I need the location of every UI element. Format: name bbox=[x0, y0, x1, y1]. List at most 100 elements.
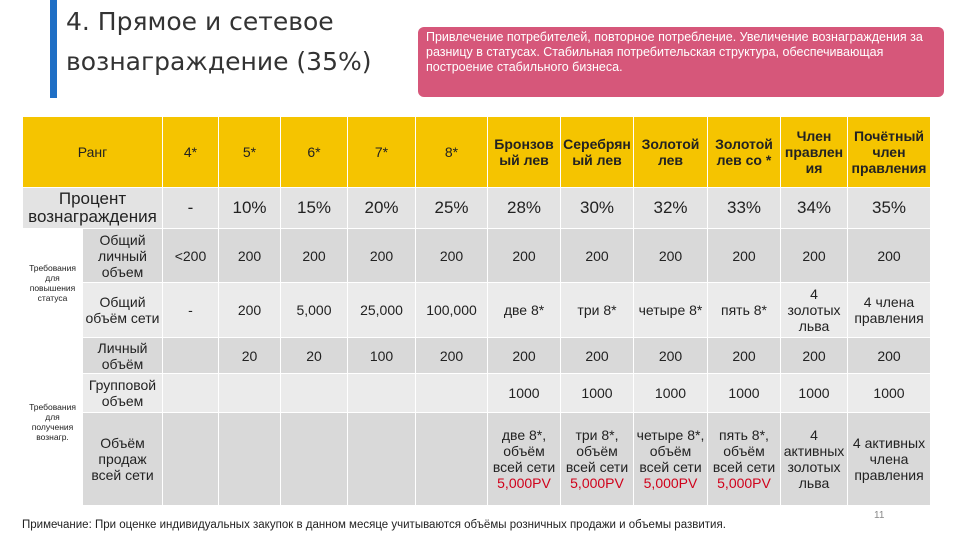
cell: 1000 bbox=[780, 373, 848, 413]
cell: 200 bbox=[560, 228, 634, 283]
header-cell: 7* bbox=[347, 116, 416, 188]
cell: три 8*, объём всей сети 5,000PV bbox=[560, 412, 634, 506]
percent-cell: 15% bbox=[280, 187, 348, 229]
cell-pv: 5,000PV bbox=[717, 475, 771, 491]
row-label: Общий личный объем bbox=[82, 228, 163, 283]
table-row: Требования для повышения статуса Общий ли… bbox=[22, 228, 931, 338]
cell: 4 активных золотых льва bbox=[780, 412, 848, 506]
cell: 200 bbox=[487, 337, 561, 374]
header-cell: 8* bbox=[415, 116, 488, 188]
empty-cell bbox=[218, 412, 281, 506]
empty-cell bbox=[162, 337, 219, 374]
cell: 200 bbox=[780, 337, 848, 374]
row-label: Объём продаж всей сети bbox=[82, 412, 163, 506]
header-cell: 4* bbox=[162, 116, 219, 188]
row-label: Общий объём сети bbox=[82, 282, 163, 338]
empty-cell bbox=[415, 412, 488, 506]
table-row: Групповой объем 1000 1000 1000 1000 1000 1000 bbox=[23, 373, 931, 413]
empty-cell bbox=[162, 412, 219, 506]
cell: <200 bbox=[162, 228, 219, 283]
cell: 1000 bbox=[633, 373, 708, 413]
cell: 200 bbox=[280, 228, 348, 283]
callout: Привлечение потребителей, повторное потр… bbox=[418, 27, 944, 97]
cell: 20 bbox=[280, 337, 348, 374]
header-cell: 5* bbox=[218, 116, 281, 188]
percent-cell: 10% bbox=[218, 187, 281, 229]
cell: 200 bbox=[633, 228, 708, 283]
header-cell: 6* bbox=[280, 116, 348, 188]
cell: 200 bbox=[707, 228, 781, 283]
cell: 100,000 bbox=[415, 282, 488, 338]
cell: 200 bbox=[415, 228, 488, 283]
page-number: 11 bbox=[874, 510, 885, 521]
cell: 200 bbox=[487, 228, 561, 283]
cell: пять 8* bbox=[707, 282, 781, 338]
cell: 1000 bbox=[847, 373, 931, 413]
empty-cell bbox=[280, 373, 348, 413]
cell-pv: 5,000PV bbox=[497, 475, 551, 491]
cell: три 8* bbox=[560, 282, 634, 338]
group-label: Требования для получения вознагр. bbox=[22, 337, 83, 506]
cell-pv: 5,000PV bbox=[570, 475, 624, 491]
cell: 200 bbox=[347, 228, 416, 283]
table-row: Процент вознаграждения -10% 15% 20% 25% 28% 30… bbox=[22, 187, 931, 229]
table-row: Общий объём сети -200 5,000 25,000 100,000 дв… bbox=[23, 282, 931, 338]
empty-cell bbox=[218, 373, 281, 413]
cell: 1000 bbox=[560, 373, 634, 413]
table-row: Объём продаж всей сети две 8*, объём всей… bbox=[23, 412, 931, 506]
percent-cell: - bbox=[162, 187, 219, 229]
cell: 20 bbox=[218, 337, 281, 374]
cell: 5,000 bbox=[280, 282, 348, 338]
header-cell: Золотой лев bbox=[633, 116, 708, 188]
cell: 100 bbox=[347, 337, 416, 374]
slide-title: 4. Прямое и сетевое вознаграждение (35%) bbox=[66, 7, 372, 76]
cell-text: пять 8*, объём всей сети bbox=[712, 427, 776, 475]
cell-pv: 5,000PV bbox=[643, 475, 698, 491]
cell: четыре 8* bbox=[633, 282, 708, 338]
percent-cell: 34% bbox=[780, 187, 848, 229]
cell: 1000 bbox=[487, 373, 561, 413]
percent-cell: 28% bbox=[487, 187, 561, 229]
header-cell: Золотой лев со * bbox=[707, 116, 781, 188]
cell: 200 bbox=[415, 337, 488, 374]
cell: 200 bbox=[847, 337, 931, 374]
header-cell: Член правления bbox=[780, 116, 848, 188]
header-cell: Почётный член правления bbox=[847, 116, 931, 188]
reward-table: Ранг 4* 5* 6* 7* 8* Бронзовый лев Серебряный ле… bbox=[22, 116, 931, 506]
percent-cell: 35% bbox=[847, 187, 931, 229]
percent-cell: 30% bbox=[560, 187, 634, 229]
percent-cell: 25% bbox=[415, 187, 488, 229]
cell: 4 золотых льва bbox=[780, 282, 848, 338]
group-label: Требования для повышения статуса bbox=[22, 228, 83, 338]
row-label: Групповой объем bbox=[82, 373, 163, 413]
cell: 200 bbox=[780, 228, 848, 283]
cell: 1000 bbox=[707, 373, 781, 413]
cell-text: две 8*, объём всей сети bbox=[492, 427, 556, 475]
row-label: Процент вознаграждения bbox=[22, 187, 163, 229]
empty-cell bbox=[162, 373, 219, 413]
cell: - bbox=[162, 282, 219, 338]
cell: 25,000 bbox=[347, 282, 416, 338]
cell: 4 активных члена правления bbox=[847, 412, 931, 506]
cell: 200 bbox=[633, 337, 708, 374]
cell: 200 bbox=[847, 228, 931, 283]
header-cell: Серебряный лев bbox=[560, 116, 634, 188]
cell: 200 bbox=[218, 228, 281, 283]
cell: 4 члена правления bbox=[847, 282, 931, 338]
empty-cell bbox=[347, 412, 416, 506]
cell-text: три 8*, объём всей сети bbox=[565, 427, 629, 475]
table-row: Ранг 4* 5* 6* 7* 8* Бронзовый лев Серебряный ле… bbox=[22, 116, 931, 188]
empty-cell bbox=[280, 412, 348, 506]
cell: 200 bbox=[707, 337, 781, 374]
row-label: Личный объём bbox=[82, 337, 163, 374]
footnote: Примечание: При оценке индивидуальных за… bbox=[22, 519, 726, 531]
cell: две 8*, объём всей сети 5,000PV bbox=[487, 412, 561, 506]
cell: четыре 8*, объём всей сети 5,000PV bbox=[633, 412, 708, 506]
table-row: Требования для получения вознагр. Личный … bbox=[22, 337, 931, 506]
cell: 200 bbox=[560, 337, 634, 374]
percent-cell: 32% bbox=[633, 187, 708, 229]
cell: 200 bbox=[218, 282, 281, 338]
cell: две 8* bbox=[487, 282, 561, 338]
cell-text: четыре 8*, объём всей сети bbox=[636, 427, 705, 475]
